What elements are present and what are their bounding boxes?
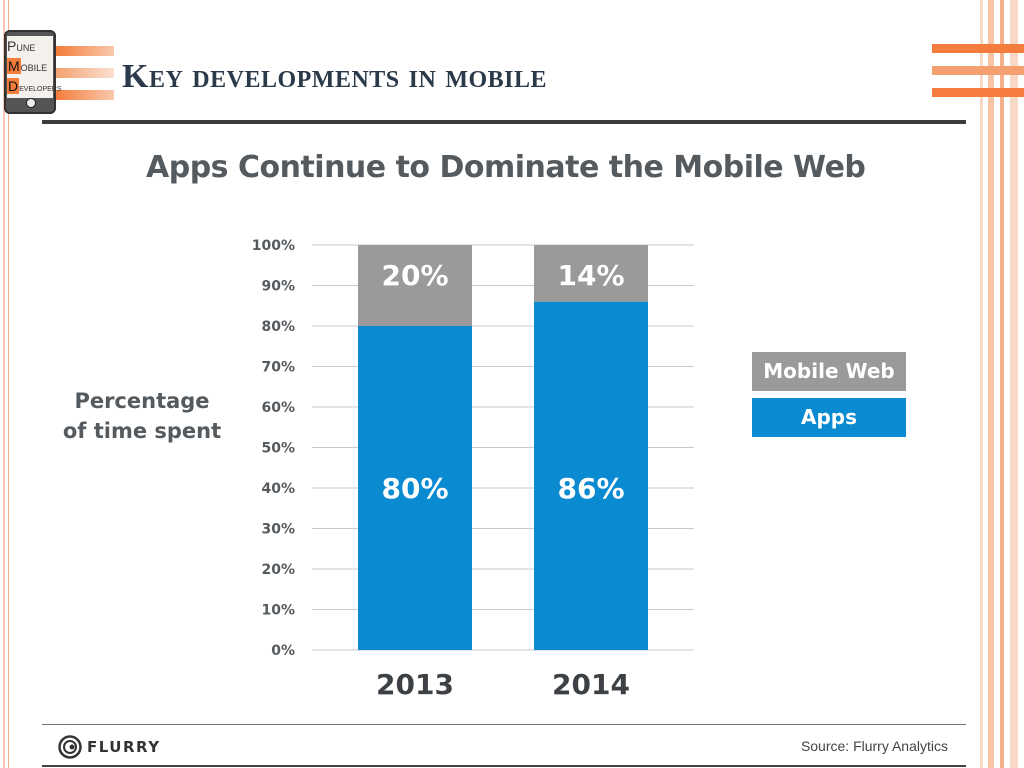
orange-band [932,44,1024,53]
flurry-logo: FLURRY [58,735,161,759]
logo-initial: P [7,38,17,54]
bar-segment [534,301,648,650]
orange-band [56,46,114,56]
left-frame-stripes [0,0,14,768]
y-tick-label: 20% [261,562,295,578]
y-tick-label: 50% [261,441,295,457]
y-tick-label: 80% [261,319,295,335]
legend: Mobile Web Apps [752,352,906,437]
orange-band [56,68,114,78]
logo-line: PUNE [7,38,35,56]
orange-band [932,66,1024,75]
logo-initial: M [7,58,21,74]
frame-stripe [988,0,994,768]
x-tick-label: 2013 [376,668,454,701]
footer-divider [42,724,966,725]
bar-segment [358,326,472,650]
slide-title: Key developments in mobile [122,58,548,95]
y-tick-labels: 0% 10% 20% 30% 40% 50% 60% 70% 80% 90% 100% [252,238,295,659]
logo-text: UNE [16,43,36,53]
y-tick-label: 70% [261,360,295,376]
flurry-icon [58,735,82,759]
x-tick-label: 2014 [552,668,630,701]
bottom-rule [42,765,966,767]
y-tick-label: 30% [261,522,295,538]
data-label: 14% [557,259,624,292]
y-tick-label: 60% [261,400,295,416]
y-tick-label: 0% [271,643,295,659]
legend-item-apps: Apps [752,398,906,437]
orange-band [56,90,114,100]
chart-title: Apps Continue to Dominate the Mobile Web [146,150,866,185]
logo-text: EVELOPERS [19,86,62,93]
data-label: 86% [557,472,624,505]
x-tick-labels: 2013 2014 [376,668,630,701]
pune-mobile-developers-logo: PUNE MOBILE DEVELOPERS [4,30,62,114]
logo-line: DEVELOPERS [7,78,62,96]
y-tick-label: 100% [252,238,295,254]
frame-stripe [3,0,5,768]
data-label: 80% [381,472,448,505]
frame-stripe [1010,0,1018,768]
orange-band [932,88,1024,97]
frame-stripe [8,0,9,768]
bar-segment [534,245,648,302]
bar-segment [358,245,472,326]
y-tick-label: 40% [261,481,295,497]
source-note: Source: Flurry Analytics [800,738,948,754]
y-axis-label: Percentage of time spent [62,389,222,443]
phone-button-icon [26,98,36,108]
right-frame-stripes [976,0,1024,768]
title-divider [42,120,966,124]
frame-stripe [1000,0,1004,768]
bars: 80% 20% 86% 14% [358,245,648,650]
flurry-brand-text: FLURRY [87,738,161,756]
data-label: 20% [381,259,448,292]
logo-line: MOBILE [7,58,47,76]
y-tick-label: 90% [261,279,295,295]
frame-stripe [980,0,983,768]
legend-item-mobile-web: Mobile Web [752,352,906,391]
logo-initial: D [7,78,20,94]
y-tick-label: 10% [261,603,295,619]
logo-text: OBILE [20,63,48,73]
